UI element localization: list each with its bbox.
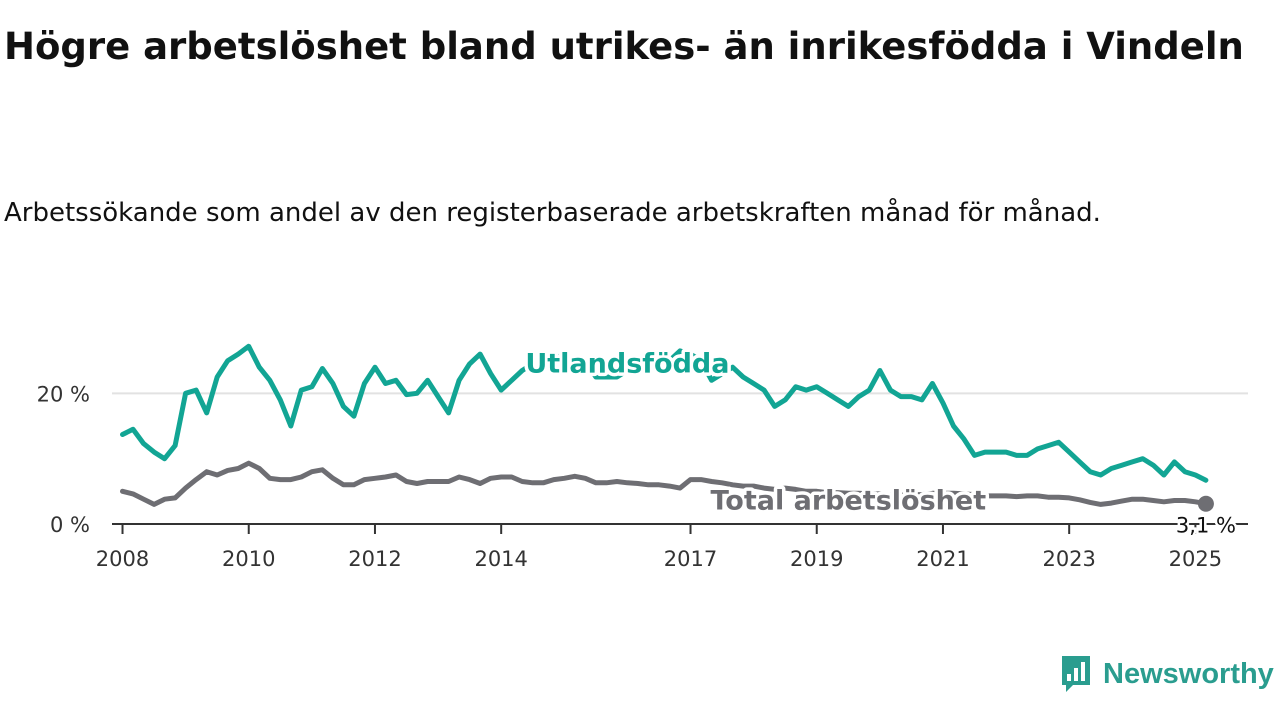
x-tick-label: 2019 <box>790 547 843 571</box>
x-tick-label: 2025 <box>1169 547 1222 571</box>
chart-title: Högre arbetslöshet bland utrikes- än inr… <box>4 25 1244 68</box>
brand-name: Newsworthy <box>1103 657 1274 690</box>
annotation-layer: Utlandsfödda Total arbetslöshet 3,1 % <box>522 345 1239 540</box>
chart-subtitle: Arbetssökande som andel av den registerb… <box>4 198 1101 228</box>
endpoint-value-label: 3,1 % <box>1176 514 1236 538</box>
y-axis-labels: 0 % 20 % <box>37 382 90 537</box>
series-endpoint-marker <box>1197 495 1214 512</box>
series-label-total: Total arbetslöshet <box>710 485 986 516</box>
x-tick-label: 2010 <box>222 547 275 571</box>
x-tick-label: 2023 <box>1042 547 1095 571</box>
newsworthy-icon <box>1062 656 1090 692</box>
x-tick-label: 2014 <box>474 547 527 571</box>
y-tick-label: 20 % <box>37 382 90 406</box>
x-tick-label: 2012 <box>348 547 401 571</box>
series-layer <box>120 343 1209 507</box>
x-tick-label: 2017 <box>664 547 717 571</box>
y-tick-label: 0 % <box>50 513 90 537</box>
brand-logo: Newsworthy <box>1059 654 1274 694</box>
line-chart: 0 % 20 % 2008 2010 2012 2014 2017 2019 2021 2023… <box>37 343 1248 571</box>
x-tick-label: 2021 <box>916 547 969 571</box>
series-label-utlandsfodda: Utlandsfödda <box>525 348 729 379</box>
series-line-total <box>120 460 1209 507</box>
x-axis-labels: 2008 2010 2012 2014 2017 2019 2021 2023 2025 <box>96 524 1222 571</box>
series-line-utlandsfodda <box>120 343 1209 483</box>
x-tick-label: 2008 <box>96 547 149 571</box>
